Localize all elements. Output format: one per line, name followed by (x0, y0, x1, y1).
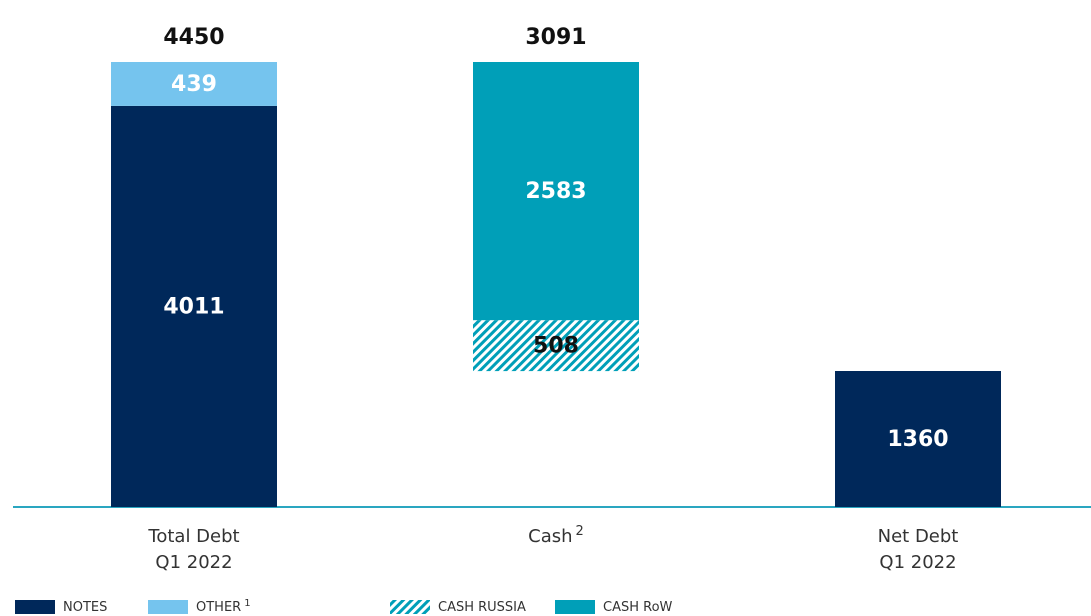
category-line: Q1 2022 (155, 552, 232, 573)
legend-name: OTHER (196, 600, 241, 615)
total-label: 3091 (525, 25, 586, 50)
category-label: Net Debt Q1 2022 (878, 526, 959, 573)
legend-label: CASH RUSSIA (438, 600, 526, 615)
bar-segment (473, 320, 639, 372)
category-line: Total Debt (147, 526, 239, 547)
legend-name: NOTES (63, 600, 107, 615)
segment-label: 1360 (887, 427, 948, 452)
legend-name: CASH RUSSIA (438, 600, 526, 615)
segment-label: 2583 (525, 179, 586, 204)
legend-swatch (148, 600, 188, 614)
bar-segment (111, 105, 277, 508)
legend-label: NOTES (63, 600, 107, 615)
legend-swatch (555, 600, 595, 614)
bar-segment (111, 62, 277, 106)
legend-label: OTHER 1 (196, 598, 251, 615)
legend-swatch (15, 600, 55, 614)
total-label: 4450 (163, 25, 224, 50)
category-label: Cash 2 (528, 524, 584, 548)
bar-segment (835, 371, 1001, 507)
legend-note: 1 (244, 598, 250, 609)
segment-label: 4011 (163, 294, 224, 319)
segment-label: 439 (171, 72, 217, 97)
category-note: 2 (576, 524, 584, 539)
segment-label: 508 (533, 334, 579, 359)
category-line: Net Debt (878, 526, 959, 547)
legend-swatch (390, 600, 430, 614)
bar-segment (473, 62, 639, 321)
legend-label: CASH RoW (603, 600, 673, 615)
category-label: Total Debt Q1 2022 (147, 526, 239, 573)
category-line: Cash (528, 526, 572, 547)
legend-name: CASH RoW (603, 600, 673, 615)
category-line: Q1 2022 (879, 552, 956, 573)
